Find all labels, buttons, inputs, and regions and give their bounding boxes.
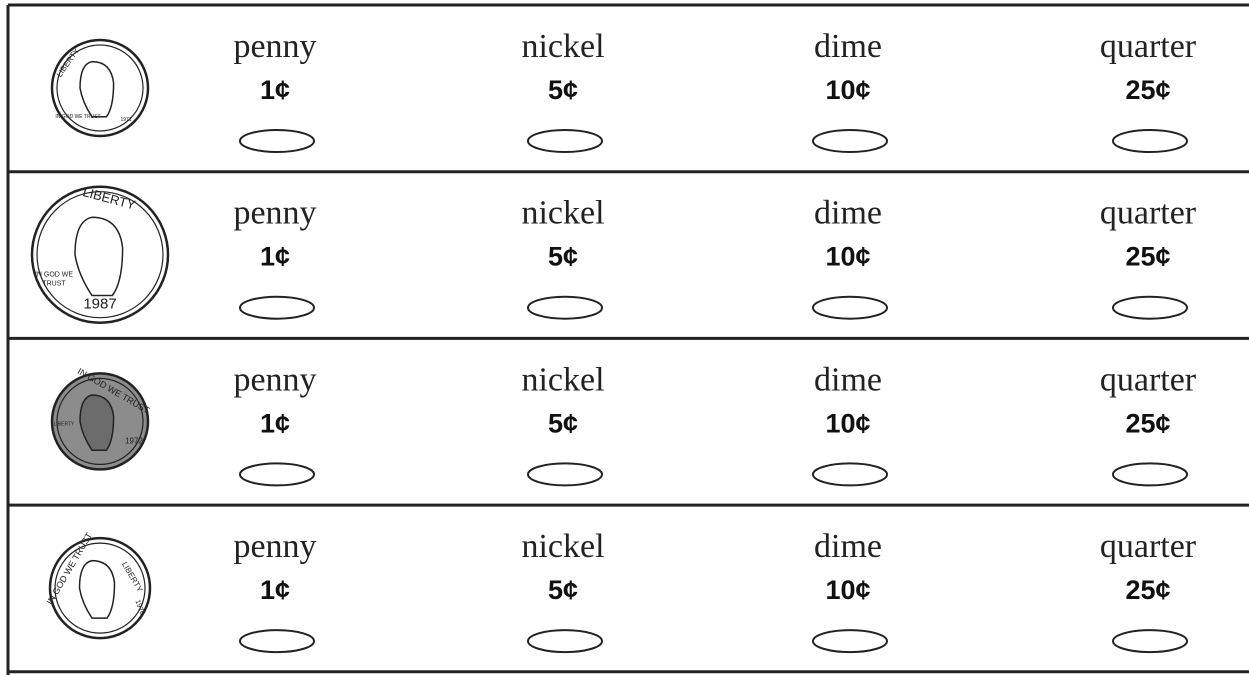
coin-value: 10¢ — [825, 408, 870, 438]
answer-bubble[interactable] — [1112, 462, 1188, 487]
coin-value: 1¢ — [260, 75, 290, 105]
coin-value: 5¢ — [548, 575, 578, 605]
coin-inscription: TRUST — [42, 281, 66, 288]
answer-bubble[interactable] — [1112, 295, 1188, 320]
coin-name: dime — [814, 361, 882, 398]
coin-value: 25¢ — [1125, 408, 1170, 438]
coin-name: dime — [814, 28, 882, 65]
answer-bubble[interactable] — [1112, 629, 1188, 654]
coin-rim — [36, 191, 164, 319]
coin-name: quarter — [1100, 361, 1197, 398]
coin-name: penny — [233, 28, 316, 65]
coin-name: nickel — [521, 28, 604, 65]
coin-inscription: LIBERTY — [54, 421, 75, 427]
answer-bubble[interactable] — [812, 629, 888, 654]
answer-bubble[interactable] — [812, 295, 888, 320]
coin-inscription: 1987 — [83, 296, 116, 313]
coin-value: 5¢ — [548, 408, 578, 438]
coin-name: penny — [233, 528, 316, 565]
answer-bubble[interactable] — [527, 129, 603, 153]
coin-value: 5¢ — [548, 242, 578, 272]
coin-name: penny — [233, 195, 316, 232]
coin-portrait — [79, 60, 115, 118]
coin-inscription: 1971 — [120, 117, 131, 123]
coin-inscription: 1976 — [133, 599, 145, 616]
answer-bubble[interactable] — [527, 462, 603, 487]
coin-inscription: 1972 — [125, 436, 143, 445]
coin-rim — [56, 377, 144, 465]
coin-value: 25¢ — [1125, 575, 1170, 605]
coin-rim — [54, 542, 146, 634]
answer-bubble[interactable] — [812, 462, 888, 487]
coin-inscription: IN GOD WE TRUST — [55, 114, 100, 120]
answer-bubble[interactable] — [239, 295, 315, 320]
coin-name: dime — [814, 195, 882, 232]
coin-portrait — [79, 394, 115, 451]
coin-name: nickel — [521, 361, 604, 398]
answer-bubble[interactable] — [1112, 129, 1188, 153]
coin-inscription: IN GOD WE — [35, 272, 73, 279]
coin-name: penny — [233, 361, 316, 398]
coin-rim — [56, 44, 144, 132]
coin-value: 1¢ — [260, 408, 290, 438]
coin-name: quarter — [1100, 528, 1197, 565]
coin-name: quarter — [1100, 28, 1197, 65]
coin-name: dime — [814, 528, 882, 565]
coin-value: 5¢ — [548, 75, 578, 105]
answer-bubble[interactable] — [239, 462, 315, 487]
coin-value: 1¢ — [260, 575, 290, 605]
coin-portrait — [74, 216, 124, 297]
coin-value: 10¢ — [825, 242, 870, 272]
coin-value: 25¢ — [1125, 75, 1170, 105]
coin-value: 10¢ — [825, 575, 870, 605]
coin-name: nickel — [521, 195, 604, 232]
coin-value: 25¢ — [1125, 242, 1170, 272]
coin-value: 10¢ — [825, 75, 870, 105]
answer-bubble[interactable] — [812, 129, 888, 153]
answer-bubble[interactable] — [239, 129, 315, 153]
coin-value: 1¢ — [260, 242, 290, 272]
answer-bubble[interactable] — [527, 295, 603, 320]
answer-bubble[interactable] — [527, 629, 603, 654]
answer-bubble[interactable] — [239, 629, 315, 654]
coin-name: nickel — [521, 528, 604, 565]
coin-portrait — [78, 559, 116, 619]
coin-name: quarter — [1100, 195, 1197, 232]
